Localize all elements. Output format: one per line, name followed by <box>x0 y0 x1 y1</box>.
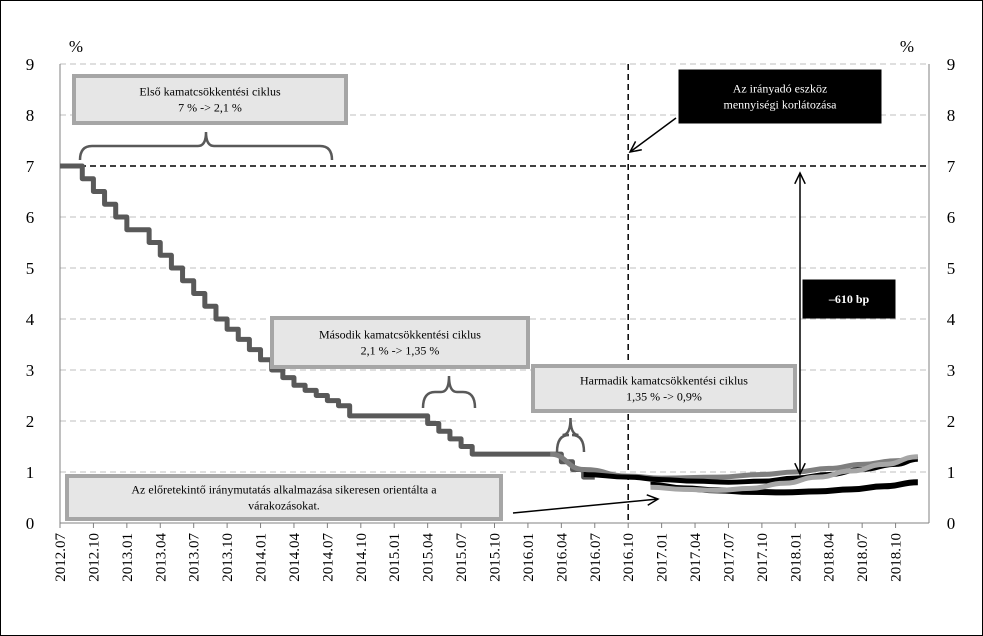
annotation-text-cycle1-1: Első kamatcsökkentési ciklus <box>139 85 281 99</box>
y-tick-right-3: 3 <box>947 361 956 380</box>
brace-cycle1 <box>78 131 334 161</box>
y-tick-right-5: 5 <box>947 259 956 278</box>
series-line-5 <box>650 454 918 493</box>
annotation-text-cycle1-2: 7 % -> 2,1 % <box>178 101 242 115</box>
annotation-bp: –610 bp <box>802 279 896 319</box>
annotation-text-bp-1: –610 bp <box>828 292 870 306</box>
y-tick-right-9: 9 <box>947 55 956 74</box>
annotation-limit: Az irányadó eszköz mennyiségi korlátozása <box>678 69 882 124</box>
x-tick-2018.01: 2018.01 <box>788 533 804 582</box>
x-tick-2013.10: 2013.10 <box>220 533 236 582</box>
x-tick-2018.07: 2018.07 <box>855 533 871 582</box>
y-tick-left-6: 6 <box>26 208 35 227</box>
arrow-guidance-head-1 <box>646 494 660 506</box>
x-tick-2013.04: 2013.04 <box>153 533 169 582</box>
y-tick-right-7: 7 <box>947 157 956 176</box>
x-tick-2017.01: 2017.01 <box>655 533 671 582</box>
annotation-text-limit-1: Az irányadó eszköz <box>733 82 828 96</box>
annotation-text-limit-2: mennyiségi korlátozása <box>724 98 838 112</box>
annotation-text-cycle2-2: 2,1 % -> 1,35 % <box>361 344 440 358</box>
annotation-text-cycle3-2: 1,35 % -> 0,9% <box>626 390 702 404</box>
x-tick-2016.04: 2016.04 <box>554 533 570 582</box>
annotation-box-limit <box>678 69 882 124</box>
y-tick-right-8: 8 <box>947 106 956 125</box>
annotation-text-cycle3-1: Harmadik kamatcsökkentési ciklus <box>580 374 748 388</box>
annotation-box-guidance <box>65 474 503 521</box>
y-unit-right: % <box>900 37 914 56</box>
annotation-box-cycle3 <box>531 364 797 413</box>
arrow-limit <box>628 117 677 154</box>
arrow-guidance <box>512 494 660 514</box>
y-tick-right-0: 0 <box>947 514 956 533</box>
series-line-1 <box>60 163 595 480</box>
arrow-bp <box>794 171 806 476</box>
annotation-cycle1: Első kamatcsökkentési ciklus 7 % -> 2,1 % <box>72 74 348 125</box>
y-tick-right-4: 4 <box>947 310 956 329</box>
x-tick-2016.01: 2016.01 <box>521 533 537 582</box>
x-tick-2017.10: 2017.10 <box>755 533 771 582</box>
x-tick-2012.10: 2012.10 <box>86 533 102 582</box>
y-tick-left-1: 1 <box>26 463 35 482</box>
x-tick-2017.04: 2017.04 <box>688 533 704 582</box>
arrow-limit-head-1 <box>628 141 642 154</box>
x-tick-2013.01: 2013.01 <box>120 533 136 582</box>
y-tick-left-9: 9 <box>26 55 35 74</box>
annotation-guidance: Az előretekintő iránymutatás alkalmazása… <box>65 474 503 521</box>
annotation-box-bp <box>802 279 896 319</box>
x-tick-2016.07: 2016.07 <box>588 533 604 582</box>
annotation-text-guidance-1: Az előretekintő iránymutatás alkalmazása… <box>131 483 437 497</box>
x-tick-2014.07: 2014.07 <box>320 533 336 582</box>
annotation-text-guidance-2: várakozásokat. <box>248 499 320 513</box>
annotation-box-cycle2 <box>270 316 530 369</box>
arrow-bp-head-2 <box>794 171 806 185</box>
x-tick-2017.07: 2017.07 <box>721 533 737 582</box>
y-tick-left-7: 7 <box>26 157 35 176</box>
x-tick-2018.04: 2018.04 <box>822 533 838 582</box>
y-tick-left-8: 8 <box>26 106 35 125</box>
y-tick-left-4: 4 <box>26 310 35 329</box>
x-tick-2016.10: 2016.10 <box>621 533 637 582</box>
x-tick-2015.04: 2015.04 <box>421 533 437 582</box>
x-tick-2014.04: 2014.04 <box>287 533 303 582</box>
y-tick-left-0: 0 <box>26 514 35 533</box>
x-tick-2015.10: 2015.10 <box>488 533 504 582</box>
annotation-cycle3: Harmadik kamatcsökkentési ciklus 1,35 % -… <box>531 364 797 413</box>
arrow-guidance-shaft <box>512 498 659 514</box>
x-tick-2013.07: 2013.07 <box>187 533 203 582</box>
y-unit-left: % <box>69 37 83 56</box>
brace-cycle3 <box>555 417 586 453</box>
y-tick-right-6: 6 <box>947 208 956 227</box>
y-tick-right-2: 2 <box>947 412 956 431</box>
y-tick-left-5: 5 <box>26 259 35 278</box>
y-tick-right-1: 1 <box>947 463 956 482</box>
x-tick-2015.07: 2015.07 <box>454 533 470 582</box>
annotation-text-cycle2-1: Második kamatcsökkentési ciklus <box>319 328 481 342</box>
x-tick-2014.10: 2014.10 <box>354 533 370 582</box>
y-tick-left-2: 2 <box>26 412 35 431</box>
annotation-cycle2: Második kamatcsökkentési ciklus 2,1 % -> … <box>270 316 530 369</box>
x-tick-2014.01: 2014.01 <box>254 533 270 582</box>
arrow-bp-head-1 <box>794 462 806 476</box>
x-tick-2015.01: 2015.01 <box>387 533 403 582</box>
y-tick-left-3: 3 <box>26 361 35 380</box>
arrow-limit-shaft <box>629 117 677 153</box>
annotation-box-cycle1 <box>72 74 348 125</box>
x-tick-2012.07: 2012.07 <box>53 533 69 582</box>
brace-cycle2 <box>421 375 477 409</box>
x-tick-2018.10: 2018.10 <box>889 533 905 582</box>
